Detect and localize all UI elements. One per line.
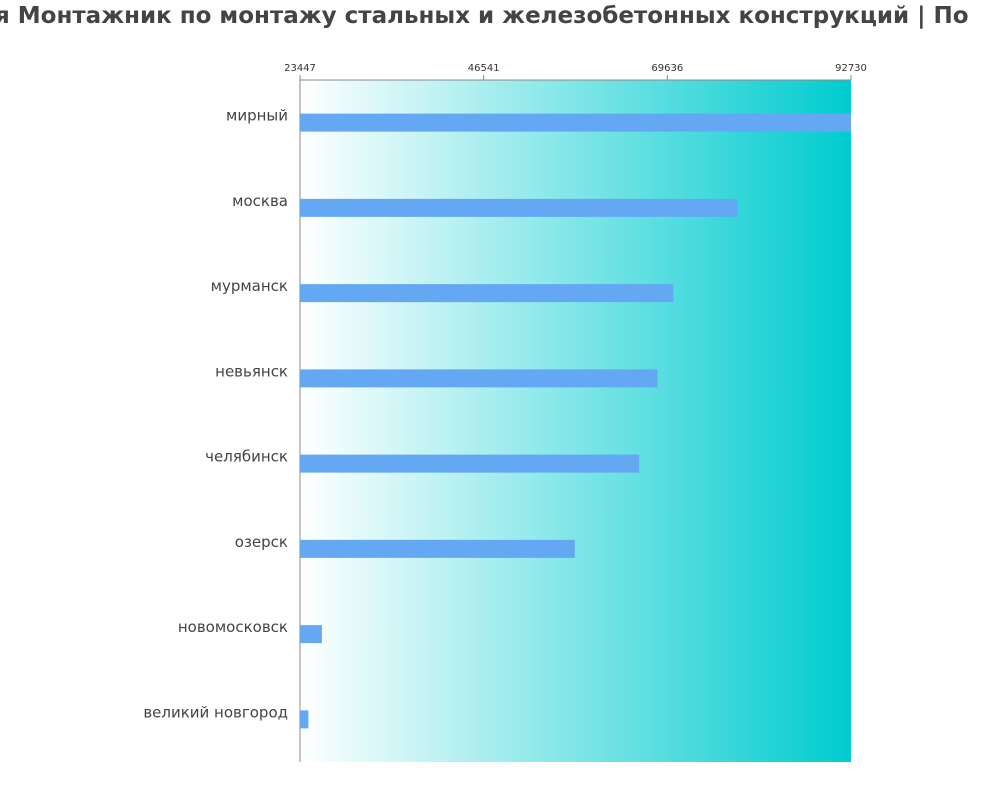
- category-label: москва: [232, 192, 288, 210]
- category-labels: мирный москва мурманск невьянск челябинск озе…: [143, 107, 288, 722]
- category-label: невьянск: [215, 362, 288, 380]
- category-label: озерск: [235, 533, 288, 551]
- bar-3: [300, 369, 658, 388]
- category-label: челябинск: [205, 448, 288, 466]
- chart-title: я Монтажник по монтажу стальных и железо…: [0, 3, 969, 29]
- bar-6: [300, 625, 322, 644]
- category-label: мурманск: [211, 277, 288, 295]
- plot-area-background: [300, 80, 851, 762]
- category-label: великий новгород: [143, 703, 288, 721]
- bar-7: [300, 710, 309, 729]
- x-axis: 23447 46541 69636 92730: [284, 63, 867, 762]
- x-tick-label: 46541: [468, 63, 500, 74]
- category-label: новомосковск: [178, 618, 288, 636]
- category-label: мирный: [226, 107, 288, 125]
- x-tick-label: 23447: [284, 63, 316, 74]
- x-tick-label: 92730: [835, 63, 867, 74]
- bar-5: [300, 539, 575, 558]
- bar-4: [300, 454, 640, 473]
- bar-2: [300, 284, 674, 303]
- bar-0: [300, 113, 851, 132]
- bar-1: [300, 198, 738, 217]
- x-tick-label: 69636: [651, 63, 683, 74]
- bars-group: [300, 113, 851, 729]
